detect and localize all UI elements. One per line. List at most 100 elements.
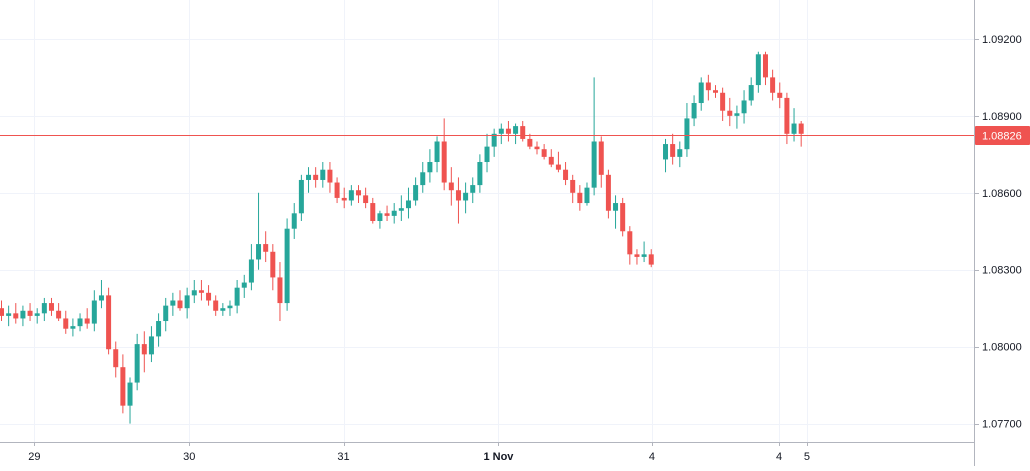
candle-body bbox=[113, 349, 119, 368]
candle-up bbox=[391, 203, 397, 224]
candle-body bbox=[605, 174, 611, 211]
candle-body bbox=[598, 141, 604, 175]
candle-down bbox=[263, 231, 269, 263]
candle-up bbox=[491, 128, 497, 157]
candle-down bbox=[277, 262, 283, 322]
candle-body bbox=[398, 208, 404, 211]
candle-body bbox=[570, 179, 576, 193]
candle-body bbox=[13, 313, 19, 319]
candle-body bbox=[627, 231, 633, 255]
candle-down bbox=[384, 205, 390, 221]
candle-body bbox=[591, 141, 597, 188]
candle-body bbox=[463, 192, 469, 201]
price-axis-labels[interactable]: 1.09200 1.08900 1.08600 1.08300 1.08000 1.077… bbox=[974, 34, 1022, 431]
candle-body bbox=[70, 326, 76, 329]
candle-up bbox=[377, 210, 383, 229]
candle-down bbox=[713, 85, 718, 98]
candle-up bbox=[20, 305, 26, 327]
candle-up bbox=[427, 149, 433, 183]
candle-down bbox=[106, 287, 112, 355]
candle-down bbox=[313, 167, 319, 188]
candle-body bbox=[0, 308, 4, 316]
candle-down bbox=[63, 310, 69, 334]
last-price-value: 1.08826 bbox=[982, 131, 1022, 143]
candle-body bbox=[548, 156, 554, 165]
candle-up bbox=[691, 95, 697, 127]
candle-body bbox=[141, 344, 147, 355]
candle-down bbox=[141, 331, 147, 373]
time-tick-label: 5 bbox=[804, 451, 810, 463]
candle-up bbox=[398, 195, 404, 221]
candle-down bbox=[720, 87, 726, 121]
candle-body bbox=[56, 310, 62, 319]
candle-body bbox=[241, 282, 247, 288]
grid-lines bbox=[0, 0, 974, 442]
candle-down bbox=[0, 300, 4, 322]
candle-up bbox=[477, 154, 483, 193]
candle-up bbox=[220, 303, 226, 316]
candle-down bbox=[370, 197, 376, 224]
candle-down bbox=[198, 279, 204, 301]
candle-up bbox=[320, 162, 326, 188]
candle-up bbox=[227, 300, 233, 316]
candle-up bbox=[741, 90, 747, 124]
price-tick-label: 1.08600 bbox=[982, 188, 1022, 200]
candle-body bbox=[363, 195, 369, 204]
candle-body bbox=[784, 97, 790, 134]
candle-body bbox=[334, 182, 340, 198]
candle-up bbox=[306, 167, 312, 193]
candle-body bbox=[648, 254, 654, 265]
price-tick-label: 1.08300 bbox=[982, 265, 1022, 277]
candle-body bbox=[484, 146, 490, 163]
time-axis-labels[interactable]: 29 30 31 1 Nov 4 4 5 bbox=[28, 442, 810, 463]
candle-down bbox=[770, 69, 776, 101]
candle-down bbox=[798, 120, 804, 147]
candle-up bbox=[348, 185, 354, 206]
candle-up bbox=[6, 305, 12, 327]
candle-up bbox=[498, 123, 504, 145]
candle-body bbox=[734, 113, 740, 116]
candle-body bbox=[727, 110, 733, 116]
candle-down bbox=[56, 303, 62, 322]
candle-body bbox=[98, 295, 104, 301]
candle-body bbox=[177, 300, 183, 309]
candle-body bbox=[413, 185, 419, 201]
candle-body bbox=[298, 179, 304, 214]
candle-body bbox=[27, 310, 33, 316]
candle-body bbox=[184, 295, 190, 309]
time-tick-label: 1 Nov bbox=[483, 451, 514, 463]
candle-body bbox=[77, 318, 83, 327]
candle-up bbox=[677, 141, 683, 168]
candle-up bbox=[191, 279, 197, 304]
candle-up bbox=[284, 218, 290, 311]
candle-down bbox=[206, 285, 212, 306]
candle-body bbox=[713, 90, 718, 93]
candle-up bbox=[420, 162, 426, 193]
candle-body bbox=[534, 146, 540, 150]
candle-down bbox=[727, 97, 733, 127]
candle-body bbox=[20, 310, 26, 319]
candle-body bbox=[213, 300, 219, 311]
candle-up bbox=[156, 313, 162, 347]
candle-up bbox=[470, 177, 476, 204]
candle-down bbox=[627, 226, 633, 265]
candle-up bbox=[34, 308, 40, 324]
candle-body bbox=[134, 344, 140, 383]
candle-body bbox=[541, 149, 547, 157]
candle-body bbox=[91, 300, 97, 324]
candle-up bbox=[70, 318, 76, 337]
candle-body bbox=[505, 128, 511, 134]
candle-up bbox=[98, 279, 104, 309]
candle-down bbox=[455, 177, 461, 224]
candle-body bbox=[341, 197, 347, 201]
candle-down bbox=[541, 144, 547, 160]
candle-down bbox=[13, 303, 19, 324]
candle-body bbox=[634, 254, 640, 257]
candle-body bbox=[370, 203, 376, 221]
candle-up bbox=[513, 123, 519, 145]
candle-down bbox=[177, 290, 183, 311]
candle-body bbox=[320, 169, 326, 180]
candle-down bbox=[48, 297, 54, 316]
